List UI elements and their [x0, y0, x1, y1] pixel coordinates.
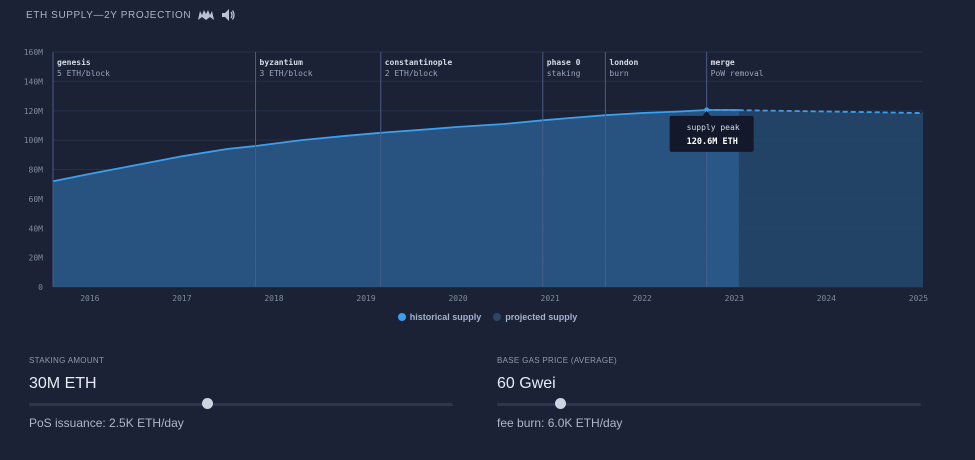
tooltip-label: supply peak [687, 123, 740, 132]
staking-issuance: PoS issuance: 2.5K ETH/day [29, 416, 184, 430]
y-tick-label: 160M [24, 48, 43, 57]
event-desc: 2 ETH/block [385, 69, 438, 78]
historical-supply-overlap [706, 110, 739, 287]
gas-slider-track[interactable] [497, 403, 921, 406]
x-tick-label: 2018 [264, 294, 283, 303]
staking-control: STAKING AMOUNT 30M ETH PoS issuance: 2.5… [29, 356, 453, 430]
legend-historical-label: historical supply [409, 312, 482, 322]
event-desc: 5 ETH/block [57, 69, 110, 78]
tooltip-box [669, 115, 754, 152]
x-tick-label: 2021 [541, 294, 560, 303]
x-tick-label: 2019 [356, 294, 375, 303]
y-tick-label: 120M [24, 107, 43, 116]
projected-supply-line [706, 109, 924, 114]
y-tick-label: 140M [24, 77, 43, 86]
x-tick-label: 2023 [725, 294, 744, 303]
event-desc: staking [547, 69, 581, 78]
gas-value: 60 Gwei [497, 375, 556, 392]
tooltip-pointer [702, 110, 711, 116]
event-desc: burn [609, 69, 628, 78]
y-tick-label: 60M [29, 195, 44, 204]
x-tick-label: 2017 [172, 294, 191, 303]
event-name: london [609, 58, 638, 67]
staking-slider-thumb[interactable] [201, 398, 213, 409]
y-tick-label: 80M [29, 166, 44, 175]
x-tick-label: 2020 [448, 294, 467, 303]
event-desc: 3 ETH/block [260, 69, 313, 78]
bat-icon[interactable] [197, 8, 215, 22]
supply-peak-tooltip: supply peak 120.6M ETH [669, 110, 754, 152]
gas-slider-thumb[interactable] [555, 398, 567, 409]
x-tick-label: 2025 [909, 294, 928, 303]
staking-label: STAKING AMOUNT [29, 356, 105, 365]
x-tick-label: 2022 [633, 294, 652, 303]
chart-header: ETH SUPPLY—2Y PROJECTION [26, 8, 235, 22]
event-name: phase 0 [547, 58, 581, 67]
gas-control: BASE GAS PRICE (AVERAGE) 60 Gwei fee bur… [497, 356, 921, 430]
chart-legend: historical supply projected supply [0, 312, 975, 322]
historical-supply-area [53, 110, 739, 287]
event-name: genesis [57, 57, 91, 67]
legend-projected-label: projected supply [505, 312, 578, 322]
historical-supply-line [52, 109, 739, 183]
x-tick-label: 2024 [817, 294, 836, 303]
sound-icon[interactable] [221, 8, 235, 22]
staking-value: 30M ETH [29, 375, 97, 392]
gas-fee-burn: fee burn: 6.0K ETH/day [497, 416, 623, 430]
event-desc: PoW removal [711, 69, 764, 78]
event-name: byzantium [260, 57, 304, 67]
staking-slider-track[interactable] [29, 403, 453, 406]
event-name: constantinople [385, 57, 453, 67]
event-name: merge [711, 58, 735, 67]
y-tick-label: 100M [24, 136, 43, 145]
y-tick-label: 40M [29, 224, 44, 233]
tooltip-value: 120.6M ETH [687, 137, 738, 147]
projected-supply-area [706, 110, 923, 287]
chart-title: ETH SUPPLY—2Y PROJECTION [26, 9, 192, 21]
gas-label: BASE GAS PRICE (AVERAGE) [497, 356, 617, 365]
y-tick-label: 0 [38, 283, 43, 292]
y-tick-label: 20M [29, 254, 44, 263]
legend-projected-swatch [493, 313, 502, 321]
legend-historical-swatch [397, 313, 406, 321]
legend-historical[interactable]: historical supply [397, 312, 482, 322]
supply-chart: genesis 5 ETH/block byzantium 3 ETH/block co… [24, 48, 928, 303]
x-tick-label: 2016 [80, 294, 99, 303]
legend-projected[interactable]: projected supply [493, 312, 577, 322]
tooltip-point [704, 107, 710, 113]
